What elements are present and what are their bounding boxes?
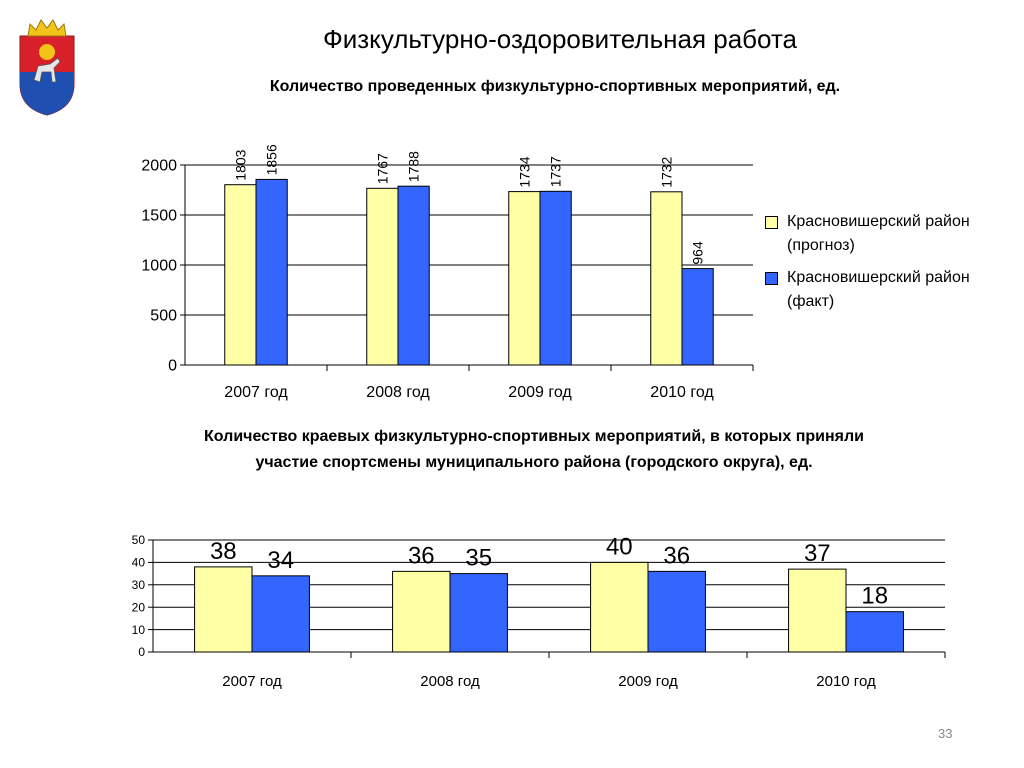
chart-2-title: Количество краевых физкультурно-спортивн… xyxy=(204,428,864,471)
bar xyxy=(508,191,541,366)
y-tick-label: 30 xyxy=(132,578,146,592)
y-tick-label: 2000 xyxy=(141,158,177,175)
data-label: 1732 xyxy=(658,156,674,187)
bar xyxy=(650,191,683,366)
y-tick-label: 10 xyxy=(132,623,146,637)
x-tick-label: 2008 год xyxy=(366,384,430,401)
legend-swatch-fact xyxy=(765,272,778,285)
data-label: 40 xyxy=(606,533,633,560)
data-label: 964 xyxy=(690,241,706,265)
data-label: 36 xyxy=(408,542,435,569)
data-label: 1856 xyxy=(264,144,280,175)
y-tick-label: 1000 xyxy=(141,258,177,275)
chart-1-title: Количество проведенных физкультурно-спор… xyxy=(269,78,841,95)
data-label: 1734 xyxy=(516,156,532,187)
data-label: 34 xyxy=(267,547,294,574)
data-label: 37 xyxy=(804,540,831,567)
y-tick-label: 0 xyxy=(138,645,145,659)
legend-item-fact: Красновишерский район (факт) xyxy=(765,266,1015,314)
data-label: 1803 xyxy=(232,149,248,180)
bar xyxy=(449,573,508,653)
bar xyxy=(590,561,649,653)
bar xyxy=(788,568,847,653)
bar xyxy=(255,178,288,366)
chart-1-plot: 0 500 1000 1500 2000 2007 год 1803 1856 2008 год… xyxy=(141,144,754,401)
x-tick-label: 2009 год xyxy=(618,673,678,690)
bar xyxy=(251,575,310,653)
bar xyxy=(194,566,253,653)
bar xyxy=(392,570,451,653)
data-label: 36 xyxy=(663,542,690,569)
page-number: 33 xyxy=(938,726,953,741)
legend-label-fact: Красновишерский район (факт) xyxy=(787,269,970,310)
x-tick-label: 2010 год xyxy=(650,384,714,401)
data-label: 38 xyxy=(210,538,237,565)
data-label: 1788 xyxy=(406,151,422,182)
y-tick-label: 20 xyxy=(132,600,146,614)
legend-label-forecast: Красновишерский район (прогноз) xyxy=(787,213,970,254)
data-label: 18 xyxy=(861,583,888,610)
data-label: 35 xyxy=(465,545,492,572)
bar xyxy=(224,184,257,366)
y-tick-label: 1500 xyxy=(141,208,177,225)
slide-title: Физкультурно-оздоровительная работа xyxy=(322,24,798,54)
y-tick-label: 50 xyxy=(132,533,146,547)
bar xyxy=(647,570,706,653)
x-tick-label: 2007 год xyxy=(224,384,288,401)
y-tick-label: 0 xyxy=(168,358,177,375)
bar xyxy=(366,187,399,366)
bar xyxy=(539,190,572,366)
chart-1-legend: Красновишерский район (прогноз) Краснови… xyxy=(765,210,1015,322)
data-label: 1767 xyxy=(374,153,390,184)
x-tick-label: 2007 год xyxy=(222,673,282,690)
legend-swatch-forecast xyxy=(765,216,778,229)
x-tick-label: 2010 год xyxy=(816,673,876,690)
coat-of-arms-emblem xyxy=(16,14,78,116)
legend-item-forecast: Красновишерский район (прогноз) xyxy=(765,210,1015,258)
y-tick-label: 500 xyxy=(150,308,177,325)
bar xyxy=(397,185,430,366)
y-tick-label: 40 xyxy=(132,556,146,570)
bar xyxy=(845,611,904,653)
x-tick-label: 2009 год xyxy=(508,384,572,401)
data-label: 1737 xyxy=(548,156,564,187)
bar xyxy=(681,268,714,366)
x-tick-label: 2008 год xyxy=(420,673,480,690)
